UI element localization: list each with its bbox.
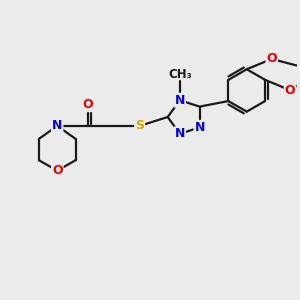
Text: N: N	[194, 121, 205, 134]
Text: O: O	[266, 52, 277, 65]
Text: N: N	[175, 94, 185, 107]
Text: N: N	[52, 119, 62, 132]
Text: N: N	[175, 127, 185, 140]
Text: O: O	[285, 84, 296, 97]
Text: O: O	[52, 164, 63, 177]
Text: CH₃: CH₃	[168, 68, 192, 81]
Text: S: S	[135, 119, 144, 132]
Text: O: O	[83, 98, 94, 111]
